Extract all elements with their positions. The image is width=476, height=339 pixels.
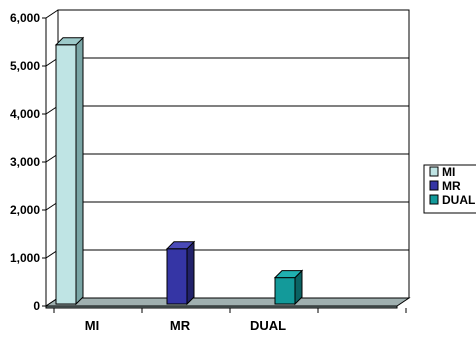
floor-front: [45, 305, 398, 309]
chart-floor: [44, 297, 411, 309]
y-axis-ticks: 0 1,000 2,000 3,000 4,000 5,000 6,000: [10, 11, 46, 313]
x-category-label: MR: [170, 318, 191, 333]
y-tick-label: 0: [33, 299, 40, 313]
y-tick-label: 5,000: [10, 59, 40, 73]
legend-label: MR: [442, 179, 461, 193]
bar-front: [274, 277, 296, 305]
bar-top: [165, 241, 196, 250]
gridlines: [45, 9, 410, 307]
bar-front: [166, 248, 188, 305]
x-axis-categories: MI MR DUAL: [85, 318, 286, 333]
gridline-side: [45, 9, 59, 19]
x-category-label: DUAL: [250, 318, 286, 333]
y-tick-label: 2,000: [10, 203, 40, 217]
bar-mi: [54, 36, 85, 306]
legend-swatch: [429, 166, 439, 177]
y-tick-label: 4,000: [10, 107, 40, 121]
bar-side: [75, 36, 84, 306]
legend-label: DUAL: [442, 193, 475, 207]
axes: [45, 18, 407, 313]
y-tick-label: 1,000: [10, 251, 40, 265]
bars: [54, 36, 304, 306]
y-tick-label: 6,000: [10, 11, 40, 25]
bar-dual: [273, 269, 304, 306]
floor-top: [44, 297, 411, 307]
legend-swatch: [429, 180, 439, 191]
bar-side: [186, 240, 195, 306]
x-category-label: MI: [85, 318, 99, 333]
bar-top: [273, 270, 304, 279]
bar-front: [55, 44, 77, 305]
legend-label: MI: [442, 165, 455, 179]
bar-mr: [165, 240, 196, 306]
y-tick-label: 3,000: [10, 155, 40, 169]
bar-top: [54, 37, 85, 46]
legend-swatch: [429, 194, 439, 205]
